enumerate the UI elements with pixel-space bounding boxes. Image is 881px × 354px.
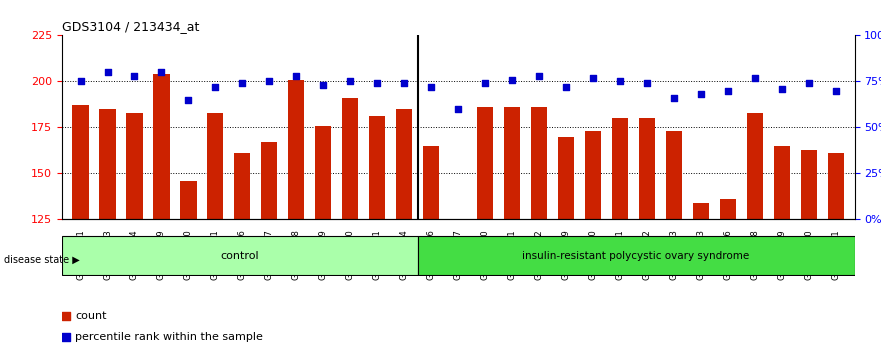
Point [100,69,115,75]
Text: GDS3104 / 213434_at: GDS3104 / 213434_at [62,20,199,33]
Bar [827,153,844,219]
Text: control: control [220,251,259,261]
Point [721,88,735,93]
Bar [126,113,143,219]
Bar [62,236,418,275]
Point [532,73,546,79]
Point [315,200,329,206]
Point [586,75,600,81]
Bar [342,98,359,219]
Bar [692,203,709,219]
Bar [181,181,196,219]
Point [424,84,438,90]
Bar [423,146,440,219]
Bar [72,105,89,219]
Text: count: count [75,311,107,321]
Bar [369,116,385,219]
Text: insulin-resistant polycystic ovary syndrome: insulin-resistant polycystic ovary syndr… [522,251,750,261]
Point [478,80,492,86]
Bar [747,113,763,219]
Point [397,80,411,86]
Point [505,77,519,82]
Bar [315,126,331,219]
Bar [477,107,493,219]
Point [235,80,249,86]
Bar [558,137,574,219]
Point [315,7,329,13]
Bar [720,199,736,219]
Bar [504,107,520,219]
Point [289,73,303,79]
Point [154,69,168,75]
Point [208,84,222,90]
Bar [418,236,855,275]
Bar [666,131,682,219]
Point [344,79,358,84]
Bar [611,118,628,219]
Bar [100,109,115,219]
Point [128,73,142,79]
Point [181,97,196,103]
Point [802,80,816,86]
Point [667,95,681,101]
Bar [207,113,224,219]
Point [370,80,384,86]
Bar [450,219,466,223]
Bar [288,80,305,219]
Bar [396,109,412,219]
Point [263,79,277,84]
Bar [262,142,278,219]
Bar [774,146,790,219]
Point [694,91,708,97]
Point [829,88,843,93]
Point [613,79,627,84]
Point [73,79,87,84]
Bar [531,107,547,219]
Bar [153,74,169,219]
Bar [639,118,655,219]
Point [316,82,330,88]
Point [640,80,654,86]
Text: percentile rank within the sample: percentile rank within the sample [75,332,263,342]
Bar [585,131,601,219]
Point [748,75,762,81]
Bar [801,149,817,219]
Point [774,86,788,92]
Point [451,106,465,112]
Bar [234,153,250,219]
Point [559,84,573,90]
Text: disease state ▶: disease state ▶ [4,255,80,265]
